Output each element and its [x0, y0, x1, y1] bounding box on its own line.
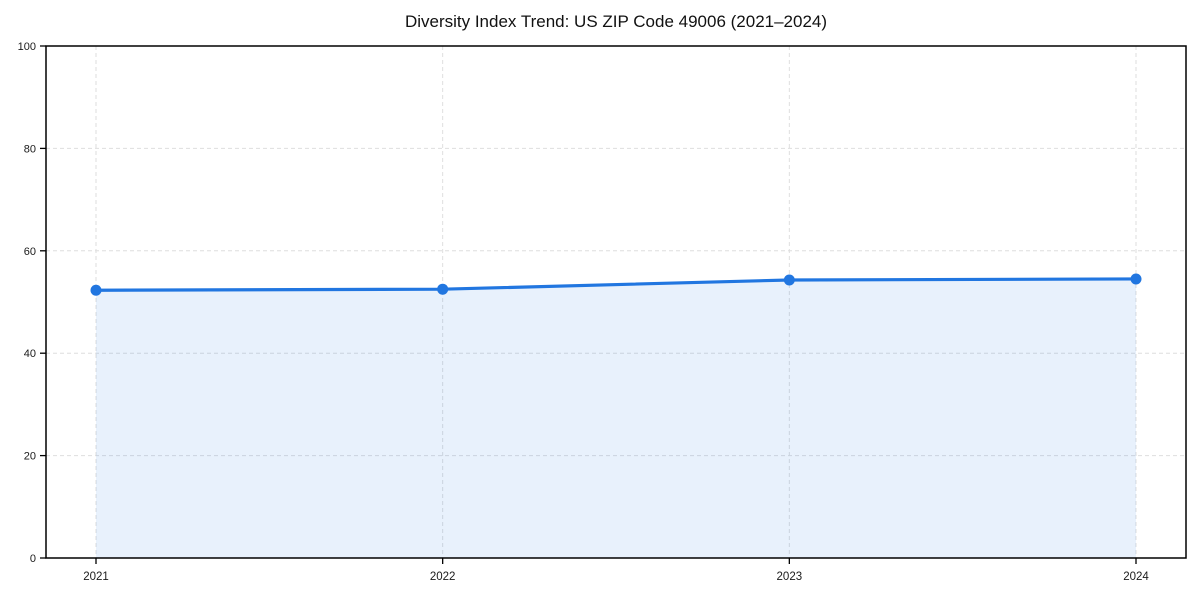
y-axis-tick-label: 0	[30, 553, 36, 565]
x-axis-tick-label: 2021	[83, 571, 109, 583]
data-point-2022	[437, 283, 449, 295]
x-axis-tick-label: 2024	[1123, 571, 1149, 583]
chart-title: Diversity Index Trend: US ZIP Code 49006…	[404, 12, 828, 31]
y-axis-tick-label: 80	[24, 143, 36, 155]
y-axis-tick-label: 60	[24, 246, 36, 258]
plot-border	[45, 45, 1187, 559]
y-axis-tick-label: 40	[24, 348, 36, 360]
y-axis-tick-label: 100	[18, 41, 36, 53]
trend-line	[94, 277, 1138, 292]
area-fill	[96, 278, 1136, 558]
x-axis-tick-label: 2022	[430, 571, 456, 583]
x-axis-tick-label: 2023	[777, 571, 803, 583]
data-point-2023	[783, 274, 795, 286]
data-point-2021	[90, 284, 102, 296]
data-point-2024	[1130, 273, 1142, 285]
y-axis-tick-label: 20	[24, 451, 36, 463]
